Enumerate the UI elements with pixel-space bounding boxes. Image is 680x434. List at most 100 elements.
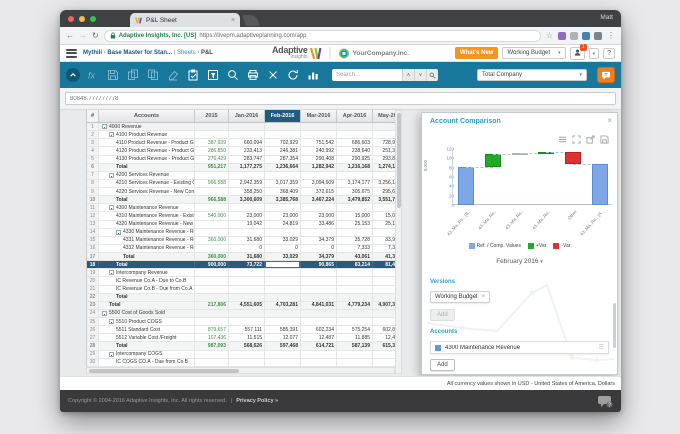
value-cell[interactable]: 31,680	[229, 253, 265, 261]
row-number[interactable]: 18	[87, 261, 99, 269]
value-cell[interactable]: 15,000	[337, 212, 373, 220]
column-header-jan-2016[interactable]: Jan-2016	[229, 110, 265, 122]
account-name-cell[interactable]: Total	[99, 196, 195, 204]
account-name-cell[interactable]: IC COGS CO.A - Due from Co.B	[99, 358, 195, 366]
account-name-cell[interactable]: 4130 Product Revenue - Product Group C	[99, 155, 195, 163]
value-cell[interactable]: 34,379	[301, 236, 337, 244]
value-cell[interactable]: 3,256,1	[373, 180, 395, 187]
value-cell[interactable]: 12,077	[265, 334, 301, 342]
value-cell[interactable]	[337, 131, 373, 139]
value-cell[interactable]	[301, 318, 337, 326]
forward-icon[interactable]: →	[79, 30, 87, 40]
value-cell[interactable]: 0	[265, 244, 301, 252]
search-input[interactable]	[332, 69, 402, 81]
collapse-toggle-icon[interactable]	[116, 229, 121, 235]
value-cell[interactable]: 702,929	[265, 139, 301, 147]
account-name-cell[interactable]: Intercompany Revenue	[99, 269, 195, 277]
value-cell[interactable]: 23,000	[265, 212, 301, 220]
value-cell[interactable]: 217,806	[195, 301, 229, 309]
value-cell[interactable]: 286,850	[195, 147, 229, 155]
chart-expand-icon[interactable]	[572, 135, 581, 144]
account-name-cell[interactable]: 4330 Maintenance Revenue - Renewals	[99, 228, 195, 236]
help-button[interactable]: ?	[603, 47, 615, 59]
value-cell[interactable]	[373, 123, 395, 130]
value-cell[interactable]: 24,819	[265, 220, 301, 228]
value-cell[interactable]	[373, 172, 395, 179]
value-cell[interactable]: 557,111	[229, 326, 265, 334]
panel-close-icon[interactable]: ×	[607, 116, 612, 125]
breadcrumb-app[interactable]: Mythili	[83, 50, 102, 56]
accounts-section-header[interactable]: Accounts	[430, 329, 458, 335]
value-cell[interactable]	[229, 277, 265, 285]
value-cell[interactable]	[373, 286, 395, 293]
row-number[interactable]: 30	[87, 358, 99, 366]
value-cell[interactable]: 290,408	[301, 155, 337, 163]
value-cell[interactable]: 11,885	[337, 334, 373, 342]
reload-icon[interactable]: ↻	[92, 30, 99, 40]
value-cell[interactable]: 81,4	[373, 261, 395, 268]
value-cell[interactable]: 358,250	[229, 188, 265, 196]
value-cell[interactable]: 751,542	[301, 139, 337, 147]
row-number[interactable]: 8	[87, 179, 99, 187]
value-cell[interactable]	[301, 171, 337, 179]
value-cell[interactable]: 295,6	[373, 188, 395, 195]
value-cell[interactable]	[195, 309, 229, 317]
value-cell[interactable]	[301, 285, 337, 293]
value-cell[interactable]	[373, 277, 395, 284]
value-cell[interactable]: 4,779,234	[337, 301, 373, 309]
value-cell[interactable]	[337, 228, 373, 236]
value-cell[interactable]	[195, 350, 229, 358]
collapse-toggle-icon[interactable]	[109, 172, 114, 178]
value-cell[interactable]: 33,486	[301, 220, 337, 228]
account-name-cell[interactable]: 5510 Product COGS	[99, 318, 195, 326]
value-cell[interactable]	[195, 228, 229, 236]
value-cell[interactable]: 372,615	[301, 188, 337, 196]
value-cell[interactable]	[265, 358, 301, 366]
value-cell[interactable]	[265, 318, 301, 326]
value-cell[interactable]	[373, 204, 395, 211]
version-select[interactable]: Working Budget ▾	[502, 47, 566, 59]
search-icon[interactable]	[426, 69, 438, 81]
value-cell[interactable]: 31,680	[229, 236, 265, 244]
row-number[interactable]: 3	[87, 139, 99, 147]
value-cell[interactable]: 4,551,605	[229, 301, 265, 309]
clear-icon[interactable]	[267, 69, 279, 81]
value-cell[interactable]	[229, 131, 265, 139]
value-cell[interactable]: 0	[229, 244, 265, 252]
account-name-cell[interactable]: 4320 Maintenance Revenue - New Contracts	[99, 220, 195, 228]
chart-icon[interactable]	[307, 69, 319, 81]
value-cell[interactable]: 3,467,224	[301, 196, 337, 204]
collapse-toggle-icon[interactable]	[109, 270, 114, 276]
new-tab-button[interactable]	[242, 15, 260, 26]
close-window-button[interactable]	[68, 16, 74, 22]
value-cell[interactable]	[373, 269, 395, 276]
value-cell[interactable]: 33,029	[265, 253, 301, 261]
value-cell[interactable]: 283,747	[229, 155, 265, 163]
chart-export-icon[interactable]	[586, 135, 595, 144]
value-cell[interactable]: 240,992	[301, 147, 337, 155]
paste-special-icon[interactable]	[187, 69, 199, 81]
value-cell[interactable]: 602,8	[373, 326, 395, 333]
value-cell[interactable]: 83,214	[337, 261, 373, 269]
extension-icon[interactable]	[570, 31, 578, 40]
account-name-cell[interactable]: IC Revenue Co.A - Due to Co.B	[99, 277, 195, 285]
value-cell[interactable]: 387,939	[195, 139, 229, 147]
column-header-may-2016[interactable]: May-2016	[373, 110, 395, 122]
value-cell[interactable]	[337, 318, 373, 326]
back-icon[interactable]: ←	[66, 30, 74, 40]
value-cell[interactable]: 1,177,275	[229, 163, 265, 171]
value-cell[interactable]	[337, 285, 373, 293]
account-name-cell[interactable]: 4120 Product Revenue - Product Group B	[99, 147, 195, 155]
value-cell[interactable]	[301, 269, 337, 277]
value-cell[interactable]	[373, 318, 395, 325]
value-cell[interactable]	[373, 310, 395, 317]
grid-vertical-scrollbar[interactable]	[395, 110, 402, 374]
row-number[interactable]: 4	[87, 147, 99, 155]
value-cell[interactable]: 293,8	[373, 156, 395, 163]
account-name-cell[interactable]: 5512 Variable Cost /Freight	[99, 334, 195, 342]
value-cell[interactable]	[229, 318, 265, 326]
value-cell[interactable]	[301, 204, 337, 212]
value-cell[interactable]: 7,333	[337, 244, 373, 252]
row-number[interactable]: 6	[87, 163, 99, 171]
value-cell[interactable]: 568,626	[229, 342, 265, 350]
